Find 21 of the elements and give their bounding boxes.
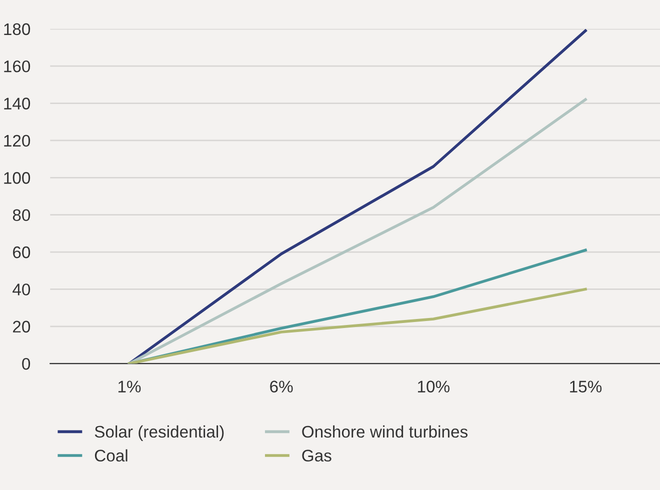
y-tick-label: 160	[4, 60, 30, 72]
line-series	[128, 29, 587, 364]
line-series	[128, 98, 587, 364]
x-tick-label: 10%	[418, 380, 450, 392]
legend-label: Onshore wind turbines	[302, 425, 468, 438]
y-tick-label: 120	[4, 134, 30, 147]
x-tick-label: 15%	[570, 380, 602, 392]
y-tick-label: 100	[4, 172, 30, 184]
y-tick-label: 60	[13, 246, 30, 258]
y-tick-label: 0	[22, 358, 30, 370]
legend-label: Gas	[302, 450, 332, 462]
y-tick-label: 80	[12, 209, 30, 222]
x-tick-label: 1%	[118, 380, 141, 392]
y-tick-label: 140	[4, 98, 30, 110]
y-tick-label: 20	[13, 320, 30, 333]
y-tick-label: 180	[4, 23, 30, 36]
x-tick-label: 6%	[270, 380, 293, 392]
legend-label: Coal	[94, 449, 128, 462]
y-tick-label: 40	[12, 284, 30, 296]
legend-label: Solar (residential)	[94, 425, 224, 441]
line-series	[128, 288, 587, 364]
